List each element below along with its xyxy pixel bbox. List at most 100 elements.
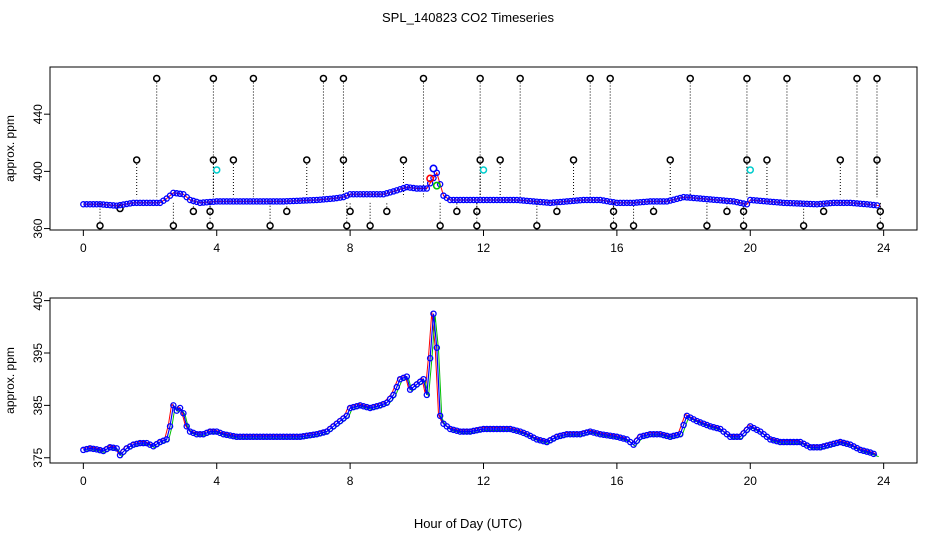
outlier-point-low: [343, 221, 351, 230]
data-point: [333, 194, 341, 202]
data-point: [330, 195, 337, 202]
data-point: [643, 431, 651, 439]
data-point: [743, 201, 751, 208]
data-point: [676, 194, 684, 202]
outlier-point-high: [743, 156, 751, 164]
data-point: [713, 196, 721, 204]
data-point: [653, 198, 661, 205]
data-point: [413, 185, 421, 192]
data-point: [240, 198, 247, 205]
data-point: [430, 310, 437, 317]
data-point: [130, 441, 137, 448]
data-point: [503, 196, 511, 204]
data-point: [166, 423, 174, 430]
outlier-point-low: [553, 207, 561, 216]
outlier-point-high: [743, 74, 751, 83]
data-point: [610, 199, 617, 206]
data-point: [190, 429, 197, 437]
data-point: [223, 198, 230, 205]
outlier-point-high: [476, 74, 484, 83]
data-point: [256, 198, 264, 205]
data-point: [236, 433, 244, 441]
data-point: [226, 432, 234, 439]
data-point: [550, 435, 557, 442]
y-axis-label: approx. ppm: [3, 347, 17, 414]
data-point: [370, 403, 377, 411]
data-point: [600, 197, 607, 204]
data-point: [873, 202, 881, 209]
outlier-point-low: [819, 207, 828, 216]
data-point: [857, 446, 864, 454]
data-point: [253, 433, 260, 441]
data-point: [230, 198, 237, 205]
data-point: [243, 433, 250, 441]
data-point: [516, 197, 524, 204]
data-point: [787, 199, 794, 207]
outlier-point-high: [209, 156, 218, 164]
data-point: [733, 433, 741, 441]
data-point: [420, 185, 427, 192]
data-point: [80, 446, 87, 454]
data-point: [653, 430, 661, 438]
data-point: [320, 429, 327, 436]
x-tick-label: 12: [477, 474, 491, 488]
flagged-point: [432, 181, 441, 190]
x-tick-label: 24: [877, 474, 891, 488]
data-point: [573, 197, 581, 204]
data-point: [386, 395, 394, 403]
data-point: [720, 197, 727, 204]
data-point: [316, 196, 324, 203]
data-point: [183, 423, 190, 430]
data-point: [126, 200, 134, 207]
data-point: [206, 198, 214, 206]
outlier-point-low: [473, 207, 481, 216]
data-point: [610, 433, 617, 440]
data-point: [563, 430, 571, 438]
data-point: [553, 199, 561, 206]
data-point: [306, 431, 314, 439]
data-point: [446, 196, 454, 204]
series-line-green: [84, 315, 879, 458]
x-axis-label: Hour of Day (UTC): [414, 516, 522, 531]
data-point: [820, 200, 827, 207]
data-point: [473, 196, 481, 204]
data-point: [213, 428, 220, 435]
data-point: [100, 447, 107, 455]
data-point: [110, 444, 117, 452]
outlier-point-high: [209, 74, 218, 83]
data-point: [490, 425, 497, 433]
data-point: [546, 437, 554, 444]
data-point: [813, 444, 821, 451]
data-point: [380, 400, 387, 408]
data-point: [603, 431, 611, 439]
data-point: [136, 199, 144, 207]
data-point: [683, 412, 691, 420]
data-point: [300, 433, 307, 440]
data-point: [807, 444, 814, 451]
data-point: [717, 197, 724, 204]
data-point: [536, 437, 544, 444]
data-point: [673, 195, 681, 203]
data-point: [426, 354, 434, 362]
data-point: [753, 197, 761, 204]
x-tick-label: 16: [610, 241, 624, 255]
outlier-point-high: [783, 74, 791, 83]
data-point: [700, 420, 707, 427]
data-point: [393, 187, 401, 194]
outlier-point-low: [533, 221, 541, 230]
outlier-point-low: [283, 207, 291, 216]
data-point: [553, 433, 561, 441]
data-point: [216, 198, 224, 205]
data-point: [436, 412, 444, 420]
data-point: [500, 425, 507, 433]
outlier-point-high: [152, 74, 161, 83]
data-point: [620, 199, 627, 207]
panel-bottom: 0 4 8 12 16 20 24 375 385 395 405 approx. ppm: [3, 290, 918, 488]
outlier-point-low: [169, 221, 178, 230]
data-point: [83, 445, 90, 453]
data-point: [803, 442, 811, 449]
data-point: [306, 197, 314, 204]
x-tick-label: 0: [80, 474, 87, 488]
outlier-point-high: [666, 156, 674, 164]
